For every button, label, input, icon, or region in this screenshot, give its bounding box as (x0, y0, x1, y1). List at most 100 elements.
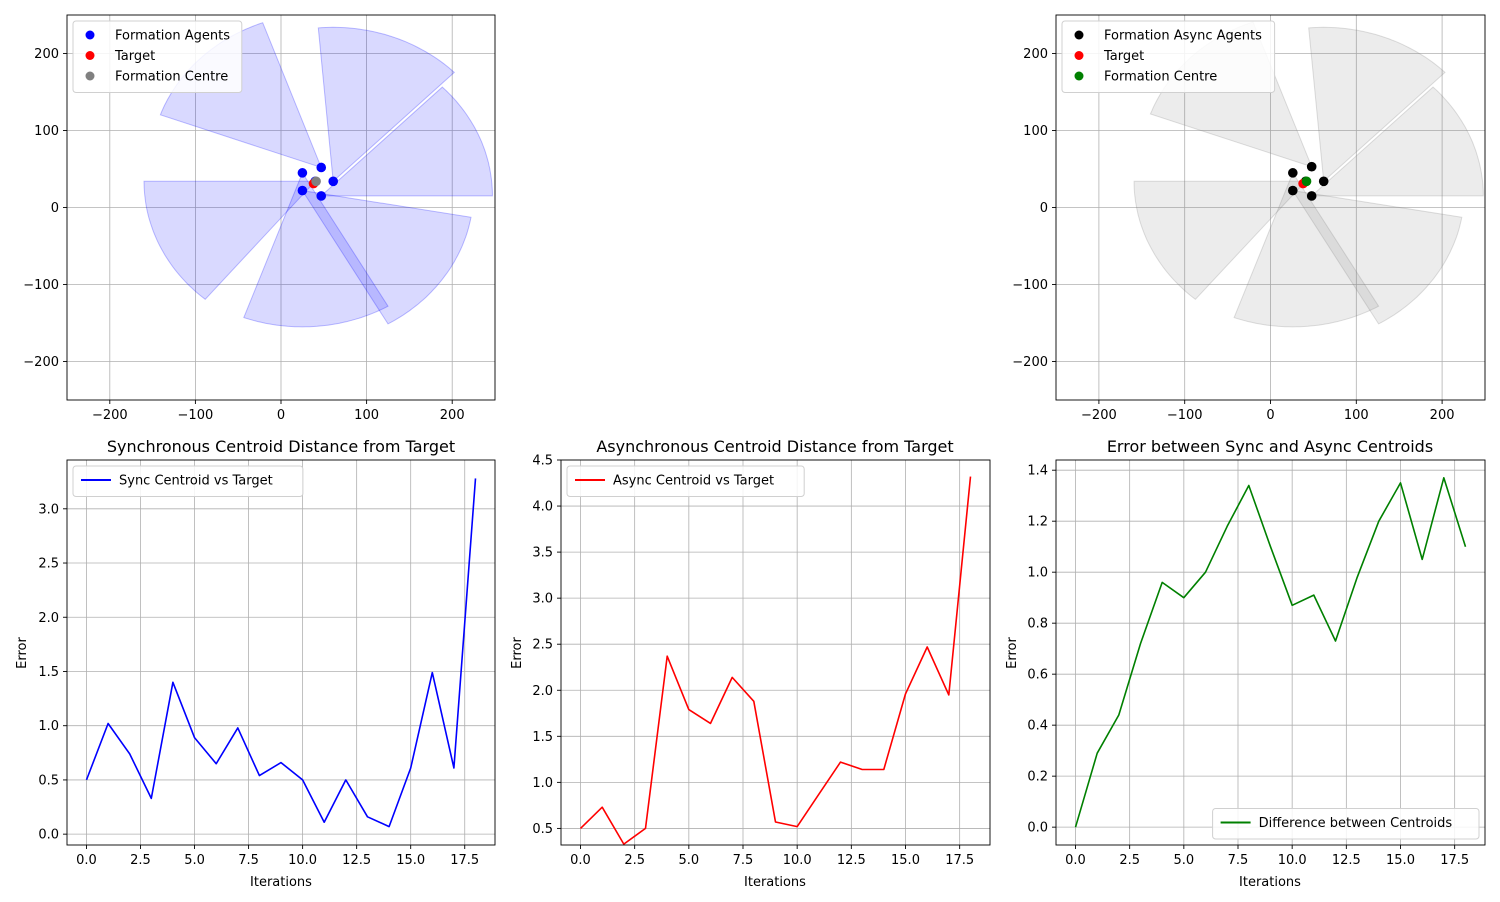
legend-label: Target (114, 49, 155, 64)
chart-title: Error between Sync and Async Centroids (1107, 437, 1433, 456)
y-tick-label: 1.0 (38, 719, 59, 734)
legend-box (566, 465, 805, 497)
y-tick-label: −200 (23, 355, 59, 370)
legend: Formation Agents Target Formation Centre (72, 20, 243, 93)
legend-label: Async Centroid vs Target (613, 474, 774, 489)
axes: 0.0 2.5 5.0 7.5 10.0 12.5 15.0 17.5 0.0 0.2 0.4 0.6… (1027, 459, 1486, 868)
agent-point (1288, 185, 1298, 196)
legend-label: Difference between Centroids (1259, 816, 1453, 831)
y-tick-label: 0.5 (38, 773, 59, 788)
x-tick-label: 5.0 (678, 853, 699, 868)
y-tick-label: 200 (1023, 47, 1048, 62)
y-tick-label: 4.0 (532, 500, 553, 515)
x-tick-label: 17.5 (945, 853, 974, 868)
y-tick-label: 2.0 (532, 684, 553, 699)
formation-centre-point (311, 176, 321, 187)
grid (67, 15, 495, 400)
x-tick-label: 15.0 (891, 853, 920, 868)
y-tick-label: −200 (1012, 355, 1048, 370)
x-tick-label: 15.0 (1386, 853, 1415, 868)
diff-error-plot: Error between Sync and Async Centroids I… (1005, 437, 1486, 890)
legend-marker (1074, 30, 1084, 40)
legend-label: Formation Centre (1104, 70, 1217, 85)
axes-frame (1055, 459, 1486, 846)
y-tick-label: 0.6 (1027, 668, 1048, 683)
legend: Difference between Centroids (1212, 808, 1480, 840)
legend-box (1061, 20, 1276, 93)
x-tick-label: 12.5 (837, 853, 866, 868)
axes: −200 −100 0 100 200 −200 −100 0 100 200 (23, 14, 496, 423)
y-tick-label: 0.4 (1027, 719, 1048, 734)
sensing-sector (1291, 189, 1463, 325)
x-axis-label: Iterations (250, 875, 312, 890)
sensing-sector (243, 171, 389, 328)
legend-marker (85, 71, 95, 81)
sensing-sector (1133, 180, 1307, 300)
y-tick-label: 1.5 (532, 730, 553, 745)
sensing-sector (1308, 26, 1446, 183)
sync-error-plot: Synchronous Centroid Distance from Targe… (15, 437, 496, 890)
y-tick-label: 2.0 (38, 611, 59, 626)
grid (67, 460, 495, 845)
x-tick-label: 100 (1344, 408, 1369, 423)
y-tick-label: 0.5 (532, 822, 553, 837)
y-tick-label: 0.2 (1027, 770, 1048, 785)
chart-title: Synchronous Centroid Distance from Targe… (107, 437, 455, 456)
legend-box (1212, 808, 1480, 840)
y-tick-label: −100 (1012, 278, 1048, 293)
legend-box (72, 20, 243, 93)
x-axis-label: Iterations (1239, 875, 1301, 890)
agent-point (316, 191, 327, 201)
formation-centre-point (1301, 176, 1312, 187)
x-tick-label: 0.0 (76, 853, 97, 868)
y-tick-label: 3.0 (532, 592, 553, 607)
x-tick-label: 12.5 (342, 853, 371, 868)
x-tick-label: 0 (277, 408, 285, 423)
legend-label: Formation Centre (115, 70, 228, 85)
y-tick-label: 2.5 (38, 557, 59, 572)
legend-marker (85, 51, 95, 60)
x-tick-label: 15.0 (396, 853, 425, 868)
x-tick-label: 12.5 (1332, 853, 1361, 868)
agent-point (1306, 161, 1317, 172)
y-axis-label: Error (1005, 637, 1020, 669)
axes-frame (560, 459, 991, 846)
agent-point (328, 176, 339, 187)
x-tick-label: 200 (440, 408, 465, 423)
y-tick-label: 200 (34, 47, 59, 62)
legend-label: Formation Async Agents (1104, 29, 1262, 44)
legend-marker (85, 30, 95, 40)
agent-point (297, 168, 308, 178)
y-tick-label: 1.5 (38, 665, 59, 680)
legend-label: Target (1103, 49, 1144, 64)
sync-formation-plot: −200 −100 0 100 200 −200 −100 0 100 200 Formation… (23, 14, 496, 423)
x-tick-label: 10.0 (1278, 853, 1307, 868)
y-tick-label: 0 (1040, 201, 1048, 216)
x-tick-label: 7.5 (1228, 853, 1249, 868)
agent-point (1318, 176, 1329, 187)
agent-point (1288, 168, 1298, 178)
y-tick-label: 2.5 (532, 638, 553, 653)
axes: −200 −100 0 100 200 −200 −100 0 100 200 (1012, 14, 1486, 423)
chart-title: Asynchronous Centroid Distance from Targ… (596, 437, 953, 456)
y-tick-label: 1.2 (1027, 515, 1048, 530)
axes: 0.0 2.5 5.0 7.5 10.0 12.5 15.0 17.5 0.0 0.5 1.0 1.5… (38, 459, 496, 868)
async-error-plot: Asynchronous Centroid Distance from Targ… (510, 437, 991, 890)
legend-box (72, 465, 304, 497)
x-tick-label: 2.5 (1119, 853, 1140, 868)
axes: 0.0 2.5 5.0 7.5 10.0 12.5 15.0 17.5 0.5 1.0 1.5 2.0… (532, 454, 991, 868)
legend: Formation Async Agents Target Formation Ce… (1061, 20, 1276, 93)
x-tick-label: 2.5 (130, 853, 151, 868)
x-tick-label: −100 (1167, 408, 1203, 423)
y-tick-label: 1.0 (1027, 566, 1048, 581)
x-tick-label: 7.5 (733, 853, 754, 868)
legend-label: Sync Centroid vs Target (119, 474, 273, 489)
x-tick-label: 0 (1266, 408, 1274, 423)
legend: Async Centroid vs Target (566, 465, 805, 497)
x-tick-label: 17.5 (1440, 853, 1469, 868)
y-axis-label: Error (510, 637, 525, 669)
x-tick-label: −100 (178, 408, 214, 423)
x-tick-label: 200 (1430, 408, 1455, 423)
grid (561, 459, 990, 845)
